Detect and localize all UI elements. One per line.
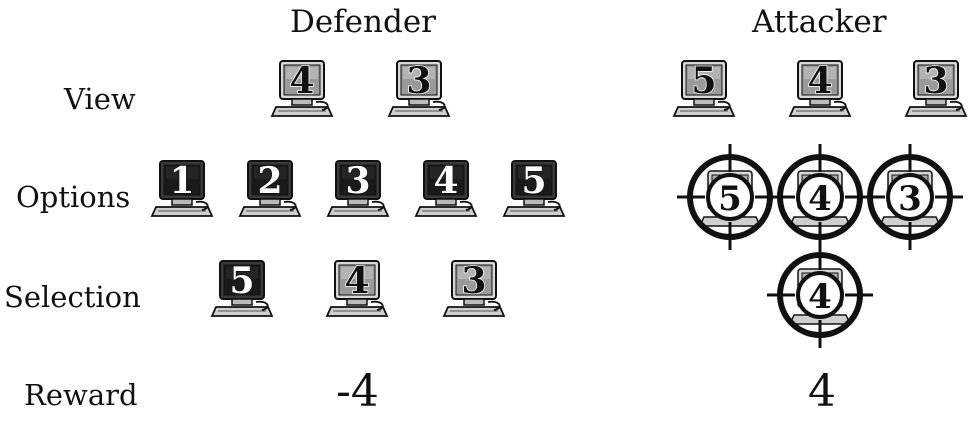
svg-text:5: 5 bbox=[229, 260, 254, 302]
svg-text:3: 3 bbox=[406, 60, 431, 102]
svg-text:4: 4 bbox=[344, 260, 369, 302]
attacker-header: Attacker bbox=[752, 4, 887, 40]
row-label-options: Options bbox=[16, 180, 131, 214]
attacker-option-crosshair-target-icon: 3 bbox=[855, 142, 965, 252]
defender-option-computer-icon: 3 bbox=[326, 158, 390, 220]
svg-text:3: 3 bbox=[345, 160, 370, 202]
defender-view-computer-icon: 3 bbox=[387, 58, 451, 120]
attacker-view-computer-icon: 3 bbox=[904, 58, 968, 120]
defender-option-computer-icon: 1 bbox=[150, 158, 214, 220]
svg-text:3: 3 bbox=[923, 60, 948, 102]
defender-selection-computer-icon: 3 bbox=[442, 258, 506, 320]
svg-text:5: 5 bbox=[521, 160, 546, 202]
svg-text:4: 4 bbox=[289, 60, 314, 102]
defender-selection-computer-icon: 5 bbox=[210, 258, 274, 320]
defender-view-computer-icon: 4 bbox=[270, 58, 334, 120]
svg-text:3: 3 bbox=[461, 260, 486, 302]
svg-text:4: 4 bbox=[808, 179, 832, 219]
row-label-view: View bbox=[64, 82, 136, 116]
svg-text:2: 2 bbox=[257, 160, 282, 202]
attacker-option-crosshair-target-icon: 5 bbox=[675, 142, 785, 252]
svg-text:3: 3 bbox=[898, 179, 922, 219]
attacker-selection-crosshair-target-icon: 4 bbox=[765, 240, 875, 350]
defender-reward: -4 bbox=[336, 366, 379, 417]
svg-text:4: 4 bbox=[807, 60, 832, 102]
svg-text:5: 5 bbox=[718, 179, 742, 219]
row-label-selection: Selection bbox=[4, 280, 141, 314]
attacker-option-crosshair-target-icon: 4 bbox=[765, 142, 875, 252]
svg-text:5: 5 bbox=[691, 60, 716, 102]
svg-text:4: 4 bbox=[433, 160, 458, 202]
defender-option-computer-icon: 2 bbox=[238, 158, 302, 220]
defender-option-computer-icon: 4 bbox=[414, 158, 478, 220]
svg-text:4: 4 bbox=[808, 277, 832, 317]
svg-text:1: 1 bbox=[169, 160, 194, 202]
defender-selection-computer-icon: 4 bbox=[325, 258, 389, 320]
attacker-reward: 4 bbox=[808, 366, 836, 417]
attacker-view-computer-icon: 5 bbox=[672, 58, 736, 120]
row-label-reward: Reward bbox=[24, 378, 138, 412]
attacker-view-computer-icon: 4 bbox=[788, 58, 852, 120]
defender-option-computer-icon: 5 bbox=[502, 158, 566, 220]
defender-header: Defender bbox=[290, 4, 436, 40]
